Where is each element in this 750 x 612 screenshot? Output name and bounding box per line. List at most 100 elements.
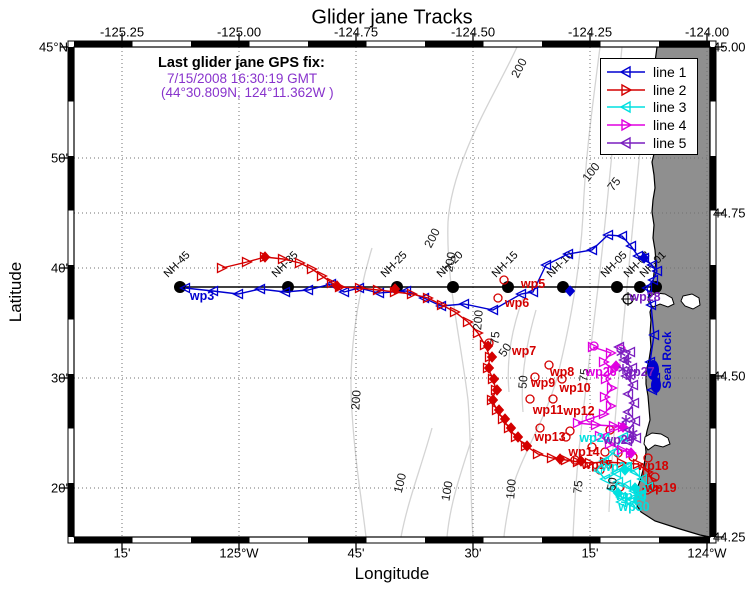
triangle-left-marker xyxy=(613,341,625,353)
diamond-marker xyxy=(482,340,494,352)
legend-entry-line-4: line 4 xyxy=(605,116,691,134)
triangle-left-marker xyxy=(254,283,266,295)
triangle-left-marker xyxy=(648,329,660,341)
triangle-right-marker xyxy=(598,408,610,420)
nh-station-label: NH-25 xyxy=(379,249,410,280)
star-marker xyxy=(628,429,638,437)
waypoint-circle-marker xyxy=(530,372,540,382)
nh-station-label: NH-45 xyxy=(162,249,193,280)
nh-station-dot xyxy=(634,281,646,293)
right-axis-tick-label: 44.50 xyxy=(713,368,746,384)
estuary-inlet xyxy=(643,432,671,451)
bathymetry-contour xyxy=(400,427,433,538)
triangle-left-marker xyxy=(487,304,499,316)
triangle-right-marker xyxy=(616,444,628,456)
waypoint-circle-marker xyxy=(589,341,599,351)
triangle-left-marker xyxy=(612,476,624,488)
left-axis-tick-label: 40' xyxy=(51,260,68,276)
triangle-right-marker xyxy=(590,419,602,431)
diamond-marker xyxy=(483,362,495,374)
triangle-left-marker xyxy=(527,286,539,298)
triangle-right-marker xyxy=(472,327,484,339)
triangle-left-marker xyxy=(647,274,659,286)
bathymetry-contour xyxy=(503,46,601,538)
triangle-left-marker xyxy=(626,362,638,374)
waypoint-circle-marker xyxy=(643,453,653,463)
triangle-right-marker xyxy=(598,356,610,368)
triangle-right-marker xyxy=(600,373,612,385)
waypoint-label-wp29: wp29 xyxy=(603,433,635,447)
triangle-right-marker xyxy=(594,430,606,442)
triangle-left-icon xyxy=(607,65,645,79)
star-marker xyxy=(622,356,632,364)
contour-depth-label: 200 xyxy=(470,309,486,331)
bottom-axis-tick-label: 15' xyxy=(581,545,599,561)
triangle-right-marker xyxy=(532,448,544,460)
contour-depth-label: 50 xyxy=(515,374,531,390)
diamond-marker xyxy=(610,360,622,372)
diamond-marker xyxy=(554,453,566,465)
legend-entry-label: line 1 xyxy=(653,63,687,80)
triangle-right-marker xyxy=(587,341,599,353)
glider-cluster-blob xyxy=(647,360,659,380)
top-axis-tick-label: -125.25 xyxy=(99,24,145,40)
waypoint-label-wp10: wp10 xyxy=(559,381,591,395)
track-line-4 xyxy=(577,346,632,454)
legend-entry-label: line 3 xyxy=(653,99,687,116)
waypoint-label-wp24: wp24 xyxy=(579,431,611,445)
diamond-marker xyxy=(612,487,624,499)
top-axis-tick-label: -124.75 xyxy=(333,24,379,40)
triangle-left-marker xyxy=(232,288,244,300)
bathymetry-contour xyxy=(447,46,518,538)
gps-fix-header: Last glider jane GPS fix: xyxy=(158,55,325,71)
waypoint-label-wp7: wp7 xyxy=(511,344,537,358)
triangle-right-marker xyxy=(546,452,558,464)
nh-station-label: NH-15 xyxy=(490,249,521,280)
waypoint-label-wp11: wp11 xyxy=(532,403,564,417)
bottom-axis-tick-label: 30' xyxy=(464,545,482,561)
bottom-axis-tick-label: 124°W xyxy=(687,545,727,561)
triangle-right-marker xyxy=(605,347,617,359)
diamond-marker xyxy=(521,440,533,452)
waypoint-circle-marker xyxy=(650,472,660,482)
diamond-marker xyxy=(505,422,517,434)
triangle-right-marker xyxy=(604,438,616,450)
gps-fix-coordinates: (44°30.809N, 124°11.362W ) xyxy=(161,85,334,100)
triangle-left-marker xyxy=(586,244,598,256)
nh-station-dot xyxy=(447,281,459,293)
triangle-left-marker xyxy=(562,248,574,260)
glider-cluster-blob xyxy=(651,377,661,393)
waypoint-label-wp28: wp28 xyxy=(629,290,661,304)
triangle-left-marker xyxy=(338,286,350,298)
waypoint-circle-marker xyxy=(548,394,558,404)
triangle-right-marker xyxy=(616,457,628,469)
star-marker xyxy=(621,416,631,424)
triangle-left-marker xyxy=(621,435,633,447)
triangle-left-marker xyxy=(629,415,641,427)
diamond-marker xyxy=(619,464,631,476)
triangle-right-marker xyxy=(326,277,338,289)
right-axis-tick-label: 45.00 xyxy=(713,39,746,55)
left-axis-tick-label: 50' xyxy=(51,150,68,166)
triangle-left-marker xyxy=(646,259,658,271)
star-marker xyxy=(618,365,628,373)
top-axis-tick-label: -124.50 xyxy=(450,24,496,40)
diamond-marker xyxy=(493,404,505,416)
triangle-left-marker xyxy=(617,431,629,443)
diamond-marker xyxy=(331,280,343,292)
triangle-right-marker xyxy=(294,257,306,269)
waypoint-circle-marker xyxy=(535,423,545,433)
triangle-left-marker xyxy=(641,282,653,294)
diamond-marker xyxy=(629,482,641,494)
waypoint-label-wp20: wp20 xyxy=(615,489,647,503)
waypoint-label-wp6: wp6 xyxy=(504,296,530,310)
diamond-marker xyxy=(488,373,500,385)
bottom-axis-tick-label: 125°W xyxy=(219,545,259,561)
triangle-left-marker xyxy=(628,397,640,409)
diamond-marker xyxy=(491,384,503,396)
waypoint-label-wp5: wp5 xyxy=(520,277,546,291)
triangle-right-marker xyxy=(241,256,253,268)
triangle-left-marker xyxy=(515,288,527,300)
triangle-left-marker xyxy=(645,299,657,311)
